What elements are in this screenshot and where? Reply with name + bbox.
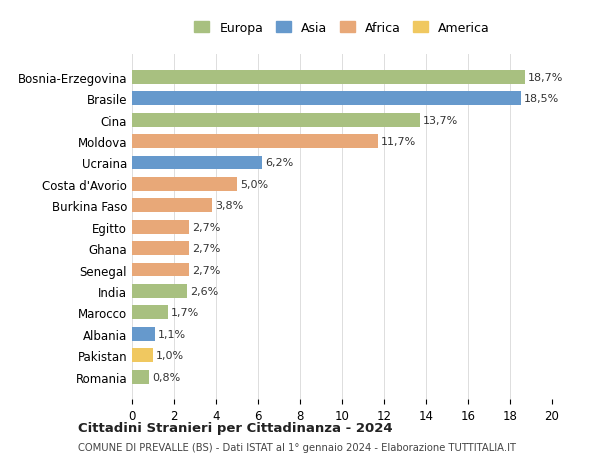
Text: 11,7%: 11,7%: [381, 137, 416, 147]
Text: 0,8%: 0,8%: [152, 372, 180, 382]
Bar: [132, 178, 237, 191]
Bar: [132, 199, 212, 213]
Text: 1,0%: 1,0%: [156, 350, 184, 360]
Text: 1,7%: 1,7%: [171, 308, 199, 318]
Bar: [132, 370, 149, 384]
Text: 13,7%: 13,7%: [423, 115, 458, 125]
Text: 2,7%: 2,7%: [192, 244, 220, 253]
Bar: [132, 327, 155, 341]
Text: 2,7%: 2,7%: [192, 265, 220, 275]
Bar: [132, 220, 188, 234]
Bar: [132, 348, 153, 362]
Text: 3,8%: 3,8%: [215, 201, 243, 211]
Text: 18,7%: 18,7%: [528, 73, 563, 83]
Bar: [132, 241, 188, 256]
Bar: [132, 71, 525, 84]
Text: COMUNE DI PREVALLE (BS) - Dati ISTAT al 1° gennaio 2024 - Elaborazione TUTTITALI: COMUNE DI PREVALLE (BS) - Dati ISTAT al …: [78, 442, 516, 452]
Bar: [132, 113, 420, 127]
Text: 2,7%: 2,7%: [192, 222, 220, 232]
Text: 2,6%: 2,6%: [190, 286, 218, 296]
Text: Cittadini Stranieri per Cittadinanza - 2024: Cittadini Stranieri per Cittadinanza - 2…: [78, 421, 392, 435]
Legend: Europa, Asia, Africa, America: Europa, Asia, Africa, America: [190, 17, 494, 39]
Text: 1,1%: 1,1%: [158, 329, 187, 339]
Bar: [132, 284, 187, 298]
Bar: [132, 156, 262, 170]
Bar: [132, 263, 188, 277]
Bar: [132, 135, 378, 149]
Text: 6,2%: 6,2%: [265, 158, 293, 168]
Bar: [132, 92, 521, 106]
Text: 5,0%: 5,0%: [240, 179, 268, 190]
Text: 18,5%: 18,5%: [524, 94, 559, 104]
Bar: [132, 306, 168, 319]
